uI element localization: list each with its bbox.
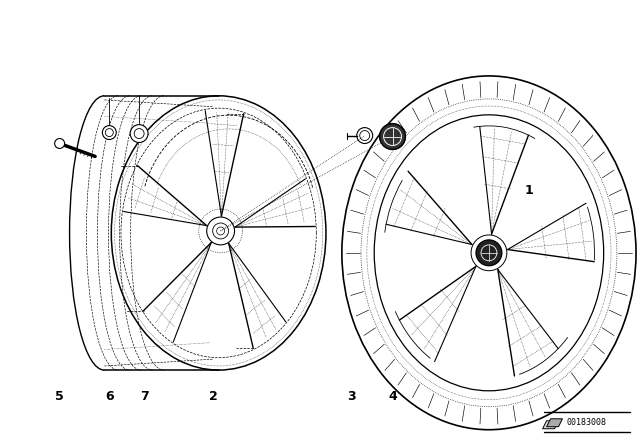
Circle shape <box>380 124 406 150</box>
Text: 6: 6 <box>105 390 114 403</box>
Text: 7: 7 <box>140 390 148 403</box>
Text: 4: 4 <box>388 390 397 403</box>
Text: 3: 3 <box>348 390 356 403</box>
Circle shape <box>54 138 65 148</box>
Polygon shape <box>547 419 563 427</box>
Polygon shape <box>543 421 559 429</box>
Text: 1: 1 <box>524 184 533 197</box>
Circle shape <box>102 125 116 139</box>
Circle shape <box>106 129 113 137</box>
Circle shape <box>476 240 502 266</box>
Circle shape <box>134 129 144 138</box>
Text: 00183008: 00183008 <box>566 418 606 427</box>
Circle shape <box>130 125 148 142</box>
Text: 2: 2 <box>209 390 218 403</box>
Text: 5: 5 <box>55 390 64 403</box>
